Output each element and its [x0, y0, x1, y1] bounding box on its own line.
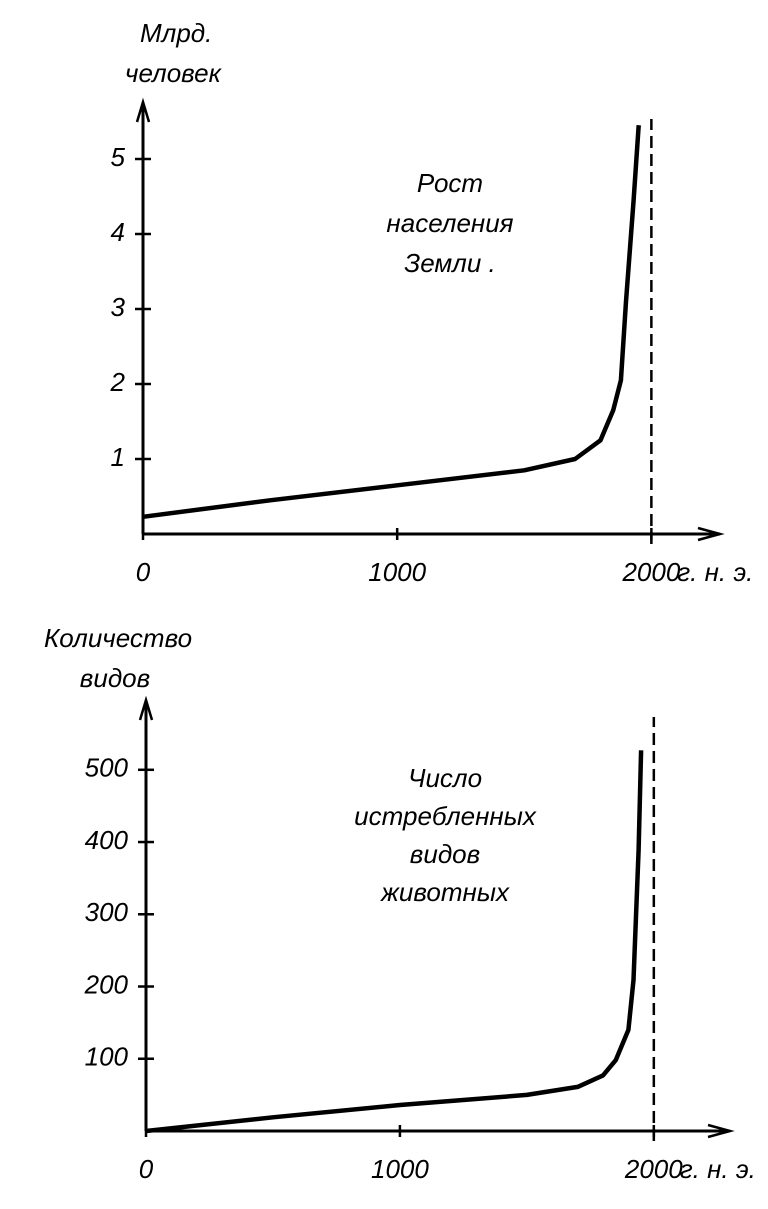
- annotation: Число: [408, 763, 482, 793]
- y-axis-label: Количество: [44, 623, 192, 653]
- x-axis-arrow: [707, 1123, 735, 1139]
- y-tick-label: 2: [110, 367, 126, 397]
- x-unit: г. н. э.: [677, 557, 753, 587]
- annotation: населения: [386, 208, 513, 238]
- x-tick-label: 2000: [624, 1154, 683, 1184]
- x-tick-label: 0: [139, 1154, 154, 1184]
- y-axis-label: человек: [125, 58, 223, 88]
- annotation: видов: [410, 839, 480, 869]
- x-unit: г. н. э.: [680, 1154, 756, 1184]
- y-tick-label: 3: [111, 292, 126, 322]
- y-tick-label: 5: [111, 142, 126, 172]
- y-tick-label: 100: [85, 1042, 129, 1072]
- data-line: [142, 125, 641, 520]
- y-tick-label: 300: [85, 897, 129, 927]
- y-axis-label: видов: [80, 663, 150, 693]
- data-line: [145, 750, 644, 1134]
- annotation: Рост: [417, 168, 483, 198]
- y-axis-arrow: [135, 97, 151, 123]
- annotation: животных: [380, 877, 510, 907]
- y-tick-label: 500: [85, 753, 129, 783]
- y-axis-arrow: [138, 695, 154, 721]
- x-tick-label: 2000: [621, 557, 680, 587]
- y-axis-label: Млрд.: [140, 18, 212, 48]
- x-tick-label: 0: [136, 557, 151, 587]
- y-tick-label: 1: [111, 442, 125, 472]
- annotation: Земли .: [404, 248, 496, 278]
- x-axis-arrow: [697, 526, 725, 542]
- annotation: истребленных: [354, 801, 537, 831]
- y-tick-label: 4: [111, 217, 125, 247]
- y-tick-label: 400: [85, 825, 129, 855]
- x-tick-label: 1000: [371, 1154, 429, 1184]
- x-tick-label: 1000: [368, 557, 426, 587]
- y-tick-label: 200: [84, 969, 129, 999]
